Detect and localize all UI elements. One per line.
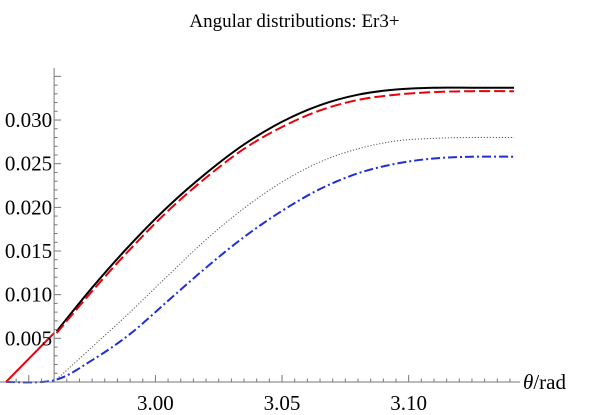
series-layer: [5, 86, 515, 384]
chart-title: Angular distributions: Er3+: [189, 11, 400, 32]
series-3-line: [56, 136, 515, 380]
axes-layer: 3.00 3.05 3.10 0.005 0.010 0.015 0.020 0.025 0.0…: [0, 68, 520, 415]
series-1-line: [55, 86, 515, 332]
y-tick-label: 0.015: [5, 239, 52, 263]
y-tick-label: 0.030: [5, 108, 52, 132]
x-axis-label-unit: /rad: [533, 370, 566, 394]
x-tick-label: 3.05: [264, 391, 301, 415]
x-tick-label: 3.10: [390, 391, 427, 415]
x-tick-label: 3.00: [137, 391, 174, 415]
y-tick-label: 0.020: [5, 195, 52, 219]
x-axis-label-theta: θ: [523, 370, 533, 394]
series-2-line: [55, 90, 515, 334]
y-tick-label: 0.010: [5, 283, 52, 307]
series-2-lead-segment: [5, 332, 55, 383]
y-tick-label: 0.025: [5, 152, 52, 176]
x-axis-label: θ/rad: [523, 370, 566, 394]
y-tick-label: 0.005: [5, 326, 52, 350]
series-4-line: [5, 155, 515, 384]
